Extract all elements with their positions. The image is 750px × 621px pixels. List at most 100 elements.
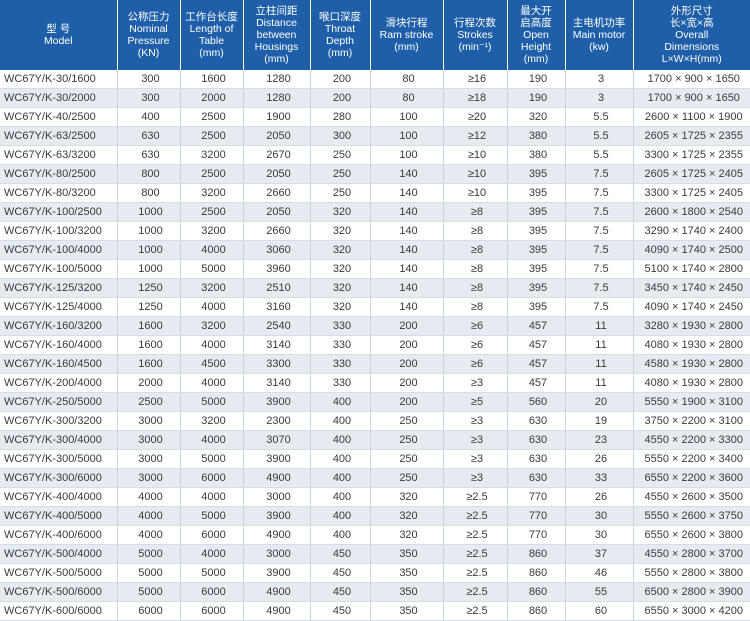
header-line: Model <box>43 35 73 47</box>
value-cell: ≥12 <box>442 126 507 146</box>
table-row: WC67Y/K-40/2500 400 2500 1900 280 100 ≥20 320 5.… <box>0 107 750 127</box>
value-cell: 3000 <box>116 468 180 488</box>
value-cell: 380 <box>506 126 565 146</box>
value-cell: 3280 × 1930 × 2800 <box>632 316 750 336</box>
value-cell: 1700 × 900 × 1650 <box>632 70 750 89</box>
model-cell: WC67Y/K-160/4000 <box>0 335 117 355</box>
value-cell: ≥2.5 <box>442 544 507 564</box>
header-line: (mm) <box>327 47 353 59</box>
value-cell: ≥2.5 <box>442 563 507 583</box>
value-cell: 2670 <box>242 145 310 165</box>
value-cell: 330 <box>309 373 370 393</box>
model-cell: WC67Y/K-500/5000 <box>0 563 117 583</box>
value-cell: ≥8 <box>442 278 507 298</box>
value-cell: ≥2.5 <box>442 487 507 507</box>
value-cell: 3200 <box>179 145 243 165</box>
table-row: WC67Y/K-125/3200 1250 3200 2510 320 140 ≥8 395 7… <box>0 278 750 298</box>
value-cell: 1000 <box>116 240 180 260</box>
value-cell: 1000 <box>116 202 180 222</box>
value-cell: 250 <box>309 183 370 203</box>
value-cell: ≥3 <box>442 411 507 431</box>
header-line: Housings <box>254 41 299 53</box>
value-cell: 200 <box>369 335 443 355</box>
value-cell: ≥6 <box>442 335 507 355</box>
value-cell: 11 <box>564 354 633 374</box>
header-line: L×W×H(mm) <box>661 53 722 65</box>
value-cell: 4000 <box>179 335 243 355</box>
header-line: 型 号 <box>46 23 71 35</box>
model-cell: WC67Y/K-600/6000 <box>0 601 117 621</box>
value-cell: 770 <box>506 487 565 507</box>
value-cell: 1280 <box>242 88 310 108</box>
value-cell: 2500 <box>116 392 180 412</box>
value-cell: 1900 <box>242 107 310 127</box>
value-cell: 3000 <box>116 449 180 469</box>
value-cell: ≥18 <box>442 88 507 108</box>
value-cell: 5000 <box>179 506 243 526</box>
value-cell: 140 <box>369 221 443 241</box>
value-cell: 6500 × 2800 × 3900 <box>632 582 750 602</box>
value-cell: 7.5 <box>564 221 633 241</box>
value-cell: 80 <box>369 88 443 108</box>
value-cell: 5000 <box>116 563 180 583</box>
value-cell: 320 <box>369 525 443 545</box>
value-cell: 630 <box>506 430 565 450</box>
value-cell: 4500 <box>179 354 243 374</box>
value-cell: 4900 <box>242 468 310 488</box>
value-cell: 2600 × 1800 × 2540 <box>632 202 750 222</box>
value-cell: 3450 × 1740 × 2450 <box>632 278 750 298</box>
model-cell: WC67Y/K-200/4000 <box>0 373 117 393</box>
value-cell: 2510 <box>242 278 310 298</box>
value-cell: 280 <box>309 107 370 127</box>
table-row: WC67Y/K-100/2500 1000 2500 2050 320 140 ≥8 395 7… <box>0 202 750 222</box>
value-cell: ≥8 <box>442 221 507 241</box>
table-row: WC67Y/K-30/1600 300 1600 1280 200 80 ≥16 190 3 17… <box>0 70 750 89</box>
value-cell: 60 <box>564 601 633 621</box>
value-cell: 450 <box>309 563 370 583</box>
value-cell: 400 <box>309 525 370 545</box>
header-cell: 型 号 Model <box>0 0 117 70</box>
header-line: 工作台长度 <box>185 11 238 23</box>
value-cell: 300 <box>309 126 370 146</box>
value-cell: ≥8 <box>442 259 507 279</box>
value-cell: 4900 <box>242 525 310 545</box>
value-cell: 5000 <box>179 392 243 412</box>
value-cell: 4580 × 1930 × 2800 <box>632 354 750 374</box>
value-cell: 5100 × 1740 × 2800 <box>632 259 750 279</box>
table-row: WC67Y/K-80/3200 800 3200 2660 250 140 ≥10 395 7.… <box>0 183 750 203</box>
header-cell: 公称压力 Nominal Pressure (KN) <box>116 0 180 70</box>
model-cell: WC67Y/K-500/6000 <box>0 582 117 602</box>
value-cell: 3140 <box>242 373 310 393</box>
value-cell: 20 <box>564 392 633 412</box>
model-cell: WC67Y/K-400/4000 <box>0 487 117 507</box>
header-line: 长×宽×高 <box>669 17 714 29</box>
header-line: Table <box>198 35 225 47</box>
table-row: WC67Y/K-300/6000 3000 6000 4900 400 250 ≥3 630 3… <box>0 468 750 488</box>
value-cell: ≥6 <box>442 354 507 374</box>
model-cell: WC67Y/K-100/5000 <box>0 259 117 279</box>
value-cell: ≥2.5 <box>442 601 507 621</box>
value-cell: 457 <box>506 335 565 355</box>
value-cell: 2300 <box>242 411 310 431</box>
header-line: 立柱间距 <box>255 5 298 17</box>
value-cell: 190 <box>506 70 565 89</box>
value-cell: 4000 <box>116 487 180 507</box>
value-cell: 350 <box>369 544 443 564</box>
value-cell: 350 <box>369 601 443 621</box>
model-cell: WC67Y/K-30/2000 <box>0 88 117 108</box>
model-cell: WC67Y/K-300/5000 <box>0 449 117 469</box>
value-cell: 1600 <box>116 316 180 336</box>
value-cell: 330 <box>309 335 370 355</box>
value-cell: 320 <box>309 278 370 298</box>
value-cell: 3200 <box>179 183 243 203</box>
value-cell: 5.5 <box>564 126 633 146</box>
header-line: 主电机功率 <box>572 17 626 29</box>
value-cell: ≥5 <box>442 392 507 412</box>
value-cell: 6000 <box>179 468 243 488</box>
value-cell: 3000 <box>116 411 180 431</box>
value-cell: 3290 × 1740 × 2400 <box>632 221 750 241</box>
value-cell: 250 <box>369 411 443 431</box>
value-cell: 200 <box>369 316 443 336</box>
value-cell: 400 <box>309 487 370 507</box>
